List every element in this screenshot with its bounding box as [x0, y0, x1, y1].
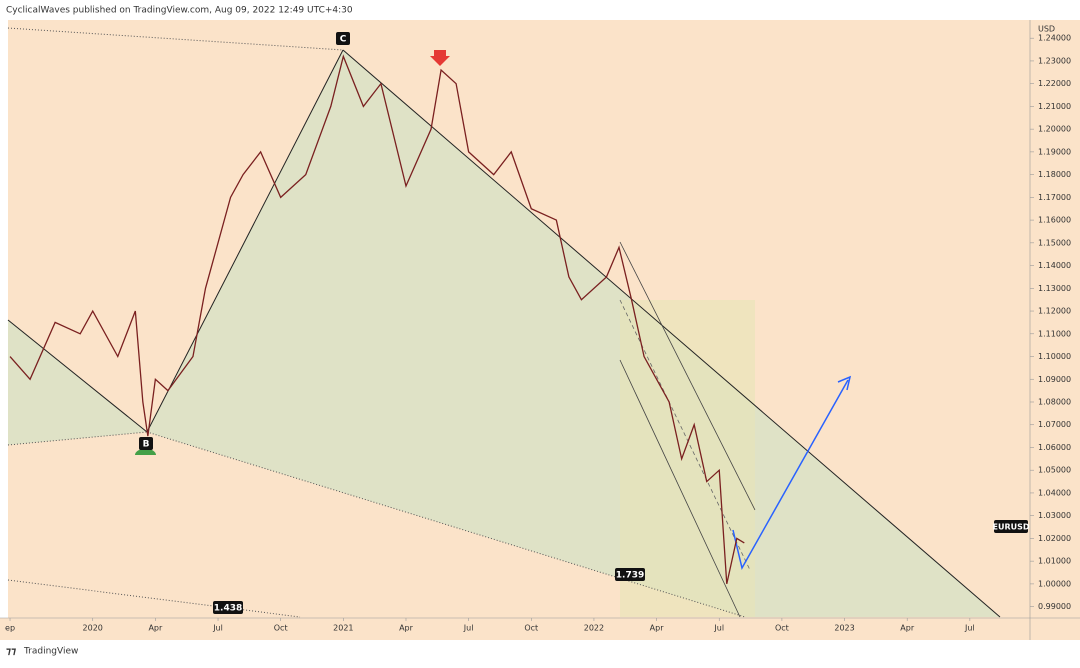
b-marker [135, 448, 156, 455]
dotted-line [7, 579, 301, 618]
label-box [213, 601, 243, 614]
point-label: C [340, 35, 347, 45]
y-tick-label: 1.04000 [1038, 488, 1071, 497]
pattern-fill [147, 50, 1000, 617]
x-tick-label: ep [5, 624, 15, 633]
y-tick-label: 1.07000 [1038, 420, 1071, 429]
y-tick-label: 1.03000 [1038, 511, 1071, 520]
y-tick-label: 1.18000 [1038, 170, 1071, 179]
channel-line [619, 359, 741, 618]
label-box [615, 568, 645, 581]
y-tick-label: 1.24000 [1038, 34, 1071, 43]
x-tick-label: 2021 [333, 624, 353, 633]
down-arrow [430, 50, 450, 66]
y-tick-label: 1.21000 [1038, 102, 1071, 111]
y-tick-label: 1.06000 [1038, 443, 1071, 452]
y-tick-label: 1.16000 [1038, 216, 1071, 225]
y-tick-label: 1.19000 [1038, 147, 1071, 156]
x-tick-label: Jul [713, 624, 724, 633]
dotted-line [146, 431, 746, 618]
label-box [336, 32, 350, 45]
x-tick-label: 2023 [834, 624, 854, 633]
symbol-label: EURUSD [992, 523, 1029, 532]
channel-fill [620, 300, 755, 617]
y-tick-label: 1.08000 [1038, 397, 1071, 406]
y-tick-label: 1.17000 [1038, 193, 1071, 202]
header: CyclicalWaves published on TradingView.c… [6, 6, 353, 16]
time-axis-area [0, 618, 1080, 640]
x-tick-label: Apr [900, 624, 915, 633]
x-tick-label: Oct [524, 624, 538, 633]
x-tick-label: Apr [148, 624, 163, 633]
y-tick-label: 1.11000 [1038, 329, 1071, 338]
y-tick-label: 1.15000 [1038, 238, 1071, 247]
y-tick-label: 1.02000 [1038, 534, 1071, 543]
y-tick-label: 1.05000 [1038, 466, 1071, 475]
y-tick-label: 1.12000 [1038, 307, 1071, 316]
price-axis-area [1030, 20, 1080, 618]
y-tick-label: 1.23000 [1038, 56, 1071, 65]
symbol-box [994, 520, 1028, 533]
footer: TradingView [23, 647, 78, 657]
pattern-line [146, 49, 344, 433]
dotted-line [7, 431, 148, 446]
y-tick-label: 1.22000 [1038, 79, 1071, 88]
x-tick-label: 2022 [584, 624, 604, 633]
x-tick-label: Jul [964, 624, 975, 633]
y-tick-label: 1.13000 [1038, 284, 1071, 293]
x-tick-label: Oct [775, 624, 789, 633]
price-line [9, 54, 745, 585]
y-tick-label: 0.99000 [1038, 602, 1071, 611]
y-tick-label: 1.01000 [1038, 557, 1071, 566]
y-tick-label: 1.14000 [1038, 261, 1071, 270]
y-tick-label: 1.10000 [1038, 352, 1071, 361]
x-tick-label: Jul [463, 624, 474, 633]
y-tick-label: 1.00000 [1038, 579, 1071, 588]
fib-label: 1.739 [616, 571, 644, 581]
point-label: B [143, 440, 150, 450]
y-tick-label: 1.20000 [1038, 125, 1071, 134]
label-box [139, 437, 153, 450]
x-tick-label: Apr [650, 624, 665, 633]
logo: ⁊⁊ [6, 646, 16, 657]
fib-label: 1.438 [214, 604, 242, 614]
x-tick-label: Apr [399, 624, 414, 633]
currency-label: USD [1038, 25, 1055, 34]
x-tick-label: Oct [274, 624, 288, 633]
pattern-line [342, 49, 1001, 618]
arrow-head [837, 375, 852, 391]
channel-line [619, 241, 756, 511]
dotted-line [7, 27, 344, 51]
pattern-line [7, 319, 148, 433]
x-tick-label: 2020 [83, 624, 103, 633]
y-tick-label: 1.09000 [1038, 375, 1071, 384]
x-tick-label: Jul [212, 624, 223, 633]
